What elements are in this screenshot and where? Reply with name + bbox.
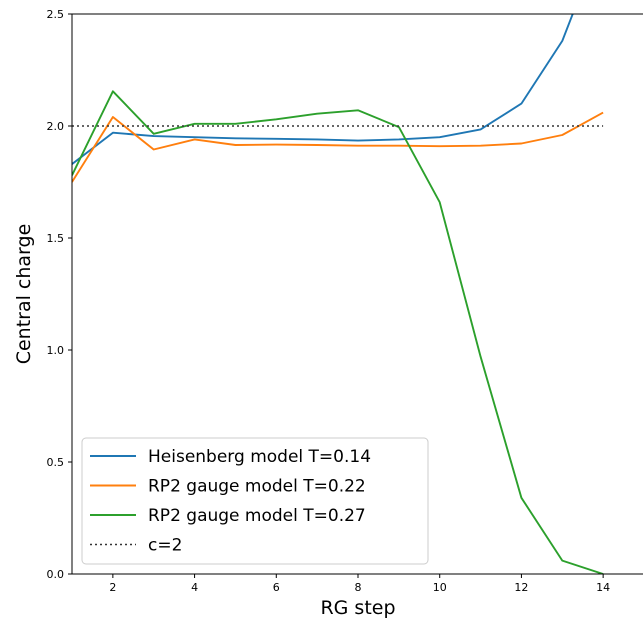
x-tick-label: 14	[596, 581, 610, 594]
series-line-2	[72, 90, 604, 574]
x-tick-label: 6	[273, 581, 280, 594]
x-tick-label: 10	[433, 581, 447, 594]
legend-label: Heisenberg model T=0.14	[148, 447, 371, 467]
axes-layer: 2 4 6 8 10 12 14 0.0 0.5 1.0 1.5 2.0 2.5	[47, 8, 643, 594]
series-line-0	[72, 14, 574, 165]
x-axis-label: RG step	[320, 597, 395, 619]
series-line-1	[72, 111, 604, 183]
x-tick-label: 2	[109, 581, 116, 594]
x-tick-label: 4	[191, 581, 198, 594]
legend-box	[81, 437, 429, 565]
y-tick-label: 2.5	[47, 8, 65, 21]
y-tick-label: 0.0	[47, 568, 65, 581]
legend-label: c=2	[148, 536, 182, 556]
x-tick-label: 8	[355, 581, 362, 594]
y-axis-label: Central charge	[13, 224, 35, 365]
legend-label: RP2 gauge model T=0.22	[148, 477, 366, 497]
legend-label: RP2 gauge model T=0.27	[148, 506, 366, 526]
y-tick-label: 2.0	[47, 120, 65, 133]
x-tick-label: 12	[514, 581, 528, 594]
y-tick-label: 1.0	[47, 344, 65, 357]
legend: Heisenberg model T=0.14 RP2 gauge model T…	[81, 437, 429, 565]
series-layer	[72, 14, 604, 574]
y-tick-label: 1.5	[47, 232, 65, 245]
y-tick-label: 0.5	[47, 456, 65, 469]
